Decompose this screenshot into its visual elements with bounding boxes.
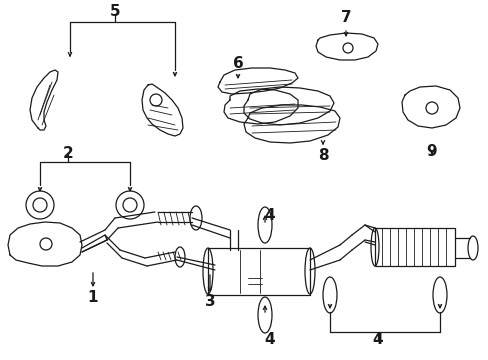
Text: 3: 3 <box>204 294 215 310</box>
Text: 4: 4 <box>264 333 275 347</box>
Bar <box>374 228 454 266</box>
Text: 6: 6 <box>232 55 243 71</box>
Text: 9: 9 <box>426 144 436 159</box>
Text: 7: 7 <box>340 10 350 26</box>
Text: 4: 4 <box>264 207 275 222</box>
Text: 1: 1 <box>87 291 98 306</box>
Text: 8: 8 <box>317 148 327 162</box>
Text: 2: 2 <box>62 145 73 161</box>
Text: 4: 4 <box>372 333 383 347</box>
Text: 5: 5 <box>109 4 120 19</box>
